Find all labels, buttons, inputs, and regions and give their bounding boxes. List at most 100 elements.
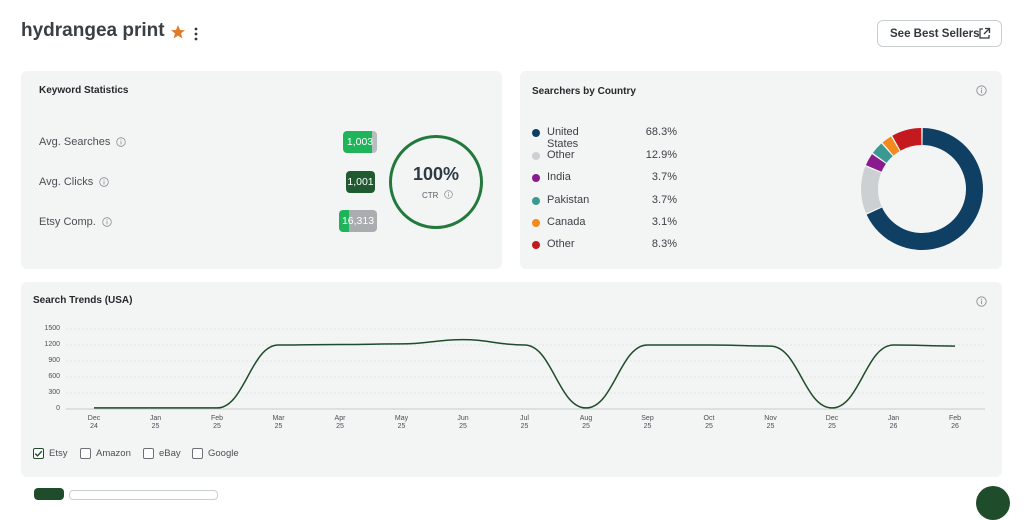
- x-tick-label: Apr 25: [325, 415, 355, 431]
- legend-name: Pakistan: [547, 194, 590, 206]
- avg-clicks-number: 1,001: [347, 176, 374, 188]
- page-title: hydrangea print: [21, 20, 165, 41]
- avg-searches-fill: [343, 131, 372, 153]
- see-best-sellers-button[interactable]: See Best Sellers: [877, 20, 1002, 47]
- donut-slice: [866, 128, 983, 250]
- info-icon[interactable]: [99, 177, 109, 187]
- x-tick-month: Apr: [334, 415, 346, 422]
- star-icon[interactable]: [170, 24, 186, 40]
- etsy-comp-value: 16,313: [339, 210, 377, 232]
- avg-clicks-label: Avg. Clicks: [39, 176, 94, 188]
- x-tick-label: Sep 25: [633, 415, 663, 431]
- donut-slice: [872, 143, 893, 163]
- card-title: Searchers by Country: [532, 86, 636, 97]
- legend-name: Other: [547, 149, 575, 161]
- x-tick-year: 25: [828, 423, 836, 430]
- x-tick-year: 24: [90, 423, 98, 430]
- x-tick-year: 25: [336, 423, 344, 430]
- checkbox-box[interactable]: [143, 447, 154, 459]
- x-tick-year: 25: [582, 423, 590, 430]
- x-tick-year: 25: [274, 423, 283, 430]
- bottom-action-button[interactable]: [34, 488, 64, 500]
- x-tick-month: Sep: [641, 415, 654, 422]
- legend-name: Other: [547, 238, 575, 250]
- x-tick-year: 26: [951, 423, 959, 430]
- etsy-comp-number: 16,313: [341, 215, 375, 227]
- checkbox-box[interactable]: [33, 447, 44, 459]
- chat-bubble-button[interactable]: [976, 486, 1010, 520]
- checkbox-box[interactable]: [80, 447, 91, 459]
- x-tick-month: Dec: [825, 415, 839, 422]
- card-title: Keyword Statistics: [39, 85, 129, 96]
- etsy-checkbox[interactable]: Etsy: [33, 446, 67, 460]
- y-tick-label: 600: [48, 373, 60, 380]
- checkbox-label: Etsy: [49, 447, 68, 459]
- avg-searches-value: 1,003: [343, 131, 377, 153]
- x-tick-label: Dec 24: [79, 415, 109, 431]
- checkbox-box[interactable]: [192, 447, 203, 459]
- legend-pct: 68.3%: [645, 126, 677, 138]
- search-trends-chart: [66, 328, 985, 410]
- donut-slice: [892, 128, 922, 151]
- info-icon[interactable]: [443, 190, 453, 199]
- y-tick-label: 1200: [44, 341, 60, 348]
- amazon-checkbox[interactable]: Amazon: [80, 446, 131, 460]
- x-tick-year: 25: [766, 423, 775, 430]
- info-icon[interactable]: [116, 137, 126, 147]
- x-tick-label: Jul 25: [510, 415, 540, 431]
- donut-slice: [882, 136, 900, 156]
- x-tick-year: 26: [889, 423, 898, 430]
- donut-slice: [865, 154, 886, 172]
- external-link-icon: [979, 27, 991, 39]
- x-tick-year: 25: [213, 423, 221, 430]
- x-tick-label: May 25: [387, 415, 417, 431]
- y-tick-label: 900: [48, 357, 60, 364]
- ctr-gauge: 100% CTR: [389, 135, 483, 229]
- info-icon[interactable]: [976, 296, 987, 307]
- legend-swatch: [532, 129, 540, 137]
- etsy-comp-fill: [339, 210, 349, 232]
- x-tick-label: Nov 25: [756, 415, 786, 431]
- info-icon[interactable]: [102, 217, 112, 227]
- legend-swatch: [532, 152, 540, 160]
- avg-searches-number: 1,003: [346, 136, 374, 148]
- card-title: Search Trends (USA): [33, 295, 133, 306]
- x-tick-month: Feb: [948, 415, 962, 422]
- x-tick-label: Oct 25: [694, 415, 724, 431]
- legend-pct: 3.7%: [651, 171, 677, 183]
- info-icon[interactable]: [976, 85, 987, 96]
- avg-searches-label: Avg. Searches: [39, 136, 111, 148]
- etsy-comp-label: Etsy Comp.: [39, 216, 96, 228]
- x-tick-month: Jan: [887, 415, 900, 422]
- legend-name: Canada: [547, 216, 586, 228]
- x-tick-month: May: [394, 415, 409, 422]
- x-tick-label: Jan 25: [141, 415, 171, 431]
- see-best-sellers-label: See Best Sellers: [890, 27, 980, 40]
- x-tick-label: Feb 25: [202, 415, 232, 431]
- searchers-by-country-card: Searchers by Country United States 68.3%…: [520, 71, 1002, 269]
- legend-pct: 3.7%: [651, 194, 677, 206]
- x-tick-label: Feb 26: [940, 415, 970, 431]
- checkbox-label: Amazon: [96, 447, 131, 459]
- y-tick-label: 1500: [44, 325, 60, 332]
- x-tick-month: Jun: [457, 415, 469, 422]
- ebay-checkbox[interactable]: eBay: [143, 446, 181, 460]
- x-tick-label: Jan 26: [879, 415, 909, 431]
- x-tick-year: 25: [459, 423, 467, 430]
- legend-swatch: [532, 197, 540, 205]
- more-options-icon[interactable]: [190, 25, 202, 43]
- checkbox-label: eBay: [159, 447, 181, 459]
- x-tick-month: Mar: [272, 415, 285, 422]
- x-tick-label: Dec 25: [817, 415, 847, 431]
- country-donut-chart: [861, 128, 983, 250]
- x-tick-label: Aug 25: [571, 415, 601, 431]
- bottom-dropdown[interactable]: [69, 490, 218, 500]
- legend-name: United States: [547, 126, 579, 150]
- google-checkbox[interactable]: Google: [192, 446, 239, 460]
- checkbox-label: Google: [208, 447, 239, 459]
- x-tick-month: Dec: [87, 415, 101, 422]
- keyword-statistics-card: Keyword Statistics Avg. Searches 1,003 A…: [21, 71, 502, 269]
- check-icon: [34, 450, 43, 457]
- legend-swatch: [532, 219, 540, 227]
- x-tick-month: Feb: [210, 415, 224, 422]
